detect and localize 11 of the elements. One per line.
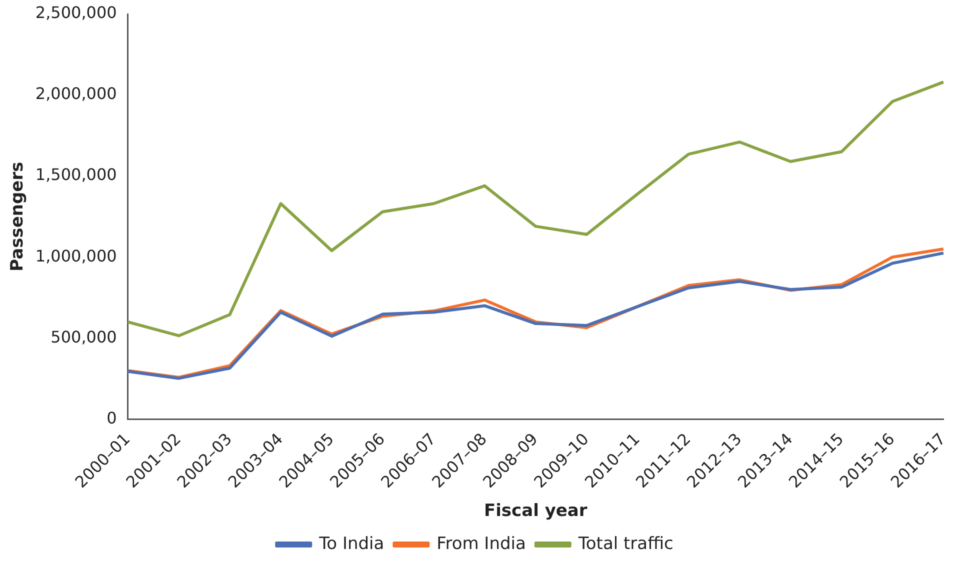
y-tick-label: 2,000,000 bbox=[35, 84, 117, 104]
y-tick-label: 1,500,000 bbox=[35, 165, 117, 184]
y-tick-label: 500,000 bbox=[50, 327, 117, 346]
legend-label: To India bbox=[318, 534, 384, 554]
x-axis-title: Fiscal year bbox=[484, 501, 588, 522]
y-tick-label: 0 bbox=[106, 408, 117, 428]
legend-label: Total traffic bbox=[577, 534, 674, 554]
y-tick-label: 1,000,000 bbox=[35, 246, 117, 266]
y-axis-title: Passengers bbox=[8, 162, 28, 272]
legend-label: From India bbox=[436, 534, 526, 554]
y-tick-label: 2,500,000 bbox=[35, 3, 117, 22]
